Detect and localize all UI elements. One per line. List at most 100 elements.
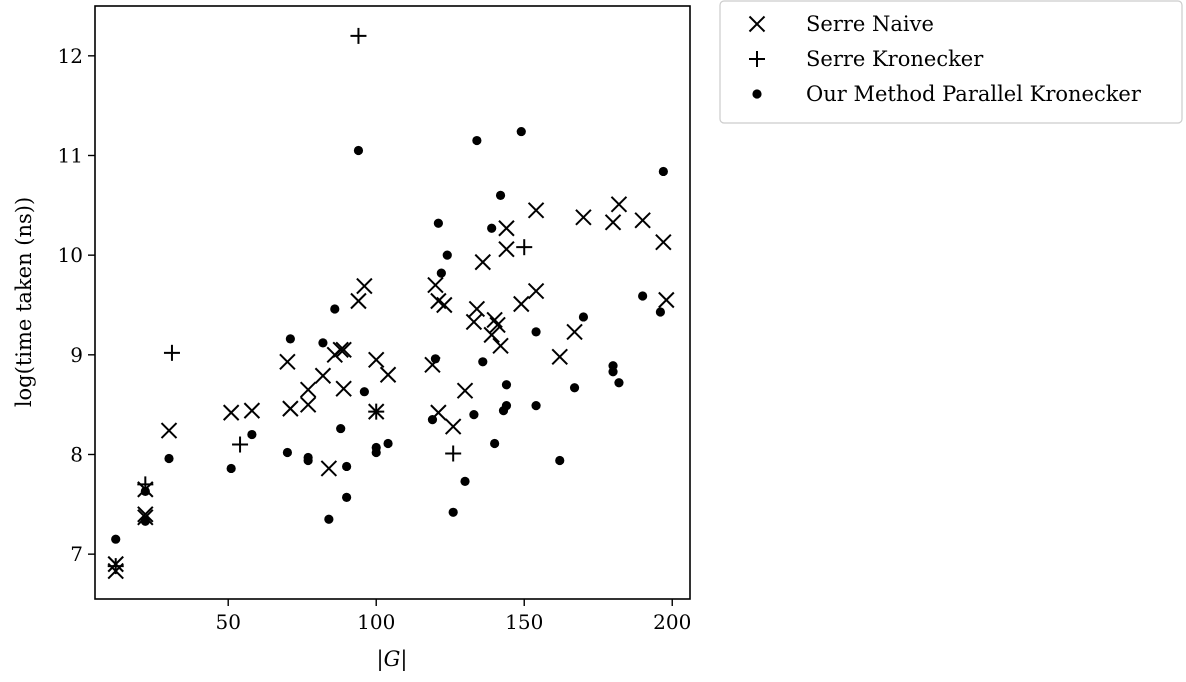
data-point <box>353 145 364 156</box>
data-point <box>516 126 526 137</box>
data-point <box>498 220 515 237</box>
data-point <box>368 351 385 369</box>
data-point <box>433 218 443 228</box>
y-axis-ticks: 7 8 9 10 11 12 <box>58 44 95 566</box>
y-tick-label: 12 <box>58 44 83 68</box>
data-point <box>555 455 565 466</box>
data-point <box>371 447 381 458</box>
legend: Serre Naive Serre Kronecker Our Method Par… <box>719 0 1183 124</box>
series-serre-kronecker <box>107 27 533 575</box>
y-tick-label: 10 <box>58 243 83 267</box>
data-point <box>222 404 240 421</box>
data-point <box>655 233 672 251</box>
data-point <box>655 307 665 317</box>
data-point <box>634 212 651 229</box>
data-point <box>247 429 257 440</box>
data-point <box>359 387 369 397</box>
data-point <box>486 311 503 329</box>
data-point <box>489 316 506 334</box>
data-point <box>320 460 338 477</box>
x-tick-label: 100 <box>357 610 395 634</box>
data-point <box>487 223 497 233</box>
data-point <box>445 445 462 462</box>
data-point <box>513 295 530 313</box>
data-point <box>527 282 545 300</box>
data-point <box>531 401 541 411</box>
data-point <box>608 367 618 377</box>
data-point <box>575 209 592 226</box>
data-point <box>140 516 150 526</box>
data-point <box>303 455 313 466</box>
data-point <box>330 304 340 314</box>
data-point <box>318 338 328 348</box>
data-point <box>140 486 150 496</box>
data-point <box>638 291 648 301</box>
data-point <box>314 367 332 384</box>
data-point <box>282 447 293 458</box>
data-point <box>478 357 488 367</box>
data-point <box>430 354 441 364</box>
data-point <box>336 423 346 434</box>
data-point <box>243 402 261 419</box>
data-point <box>551 348 568 366</box>
data-point <box>285 334 295 344</box>
data-point <box>442 250 452 260</box>
y-tick-label: 7 <box>70 542 83 566</box>
data-point <box>483 326 500 344</box>
data-point <box>427 415 438 425</box>
data-point <box>578 312 589 322</box>
data-point <box>226 463 236 474</box>
data-point <box>332 341 349 359</box>
data-point <box>299 381 317 398</box>
x-tick-label: 200 <box>653 610 691 634</box>
data-point <box>342 461 352 472</box>
data-point <box>137 506 154 523</box>
data-point <box>614 378 624 388</box>
x-axis-label: |G| <box>377 647 408 672</box>
legend-marker <box>752 89 762 99</box>
data-point <box>498 240 515 258</box>
data-point <box>342 492 352 502</box>
data-point <box>469 410 479 420</box>
data-point <box>163 344 180 361</box>
data-point <box>527 202 545 219</box>
data-point <box>427 276 444 294</box>
legend-marker <box>748 15 766 33</box>
data-point <box>335 341 352 359</box>
data-point <box>501 401 512 411</box>
data-point <box>492 337 509 355</box>
data-point <box>516 239 533 256</box>
legend-frame <box>719 0 1183 124</box>
data-point <box>324 514 334 524</box>
legend-label: Serre Kronecker <box>806 47 984 71</box>
data-point <box>379 366 397 383</box>
legend-marker <box>749 51 765 67</box>
data-point <box>164 453 174 464</box>
data-point <box>444 418 462 435</box>
data-point <box>490 438 500 449</box>
data-markers <box>107 27 675 580</box>
plot-frame <box>94 5 691 600</box>
data-point <box>460 476 470 486</box>
data-point <box>658 291 675 309</box>
data-point <box>279 353 296 371</box>
data-point <box>501 380 512 390</box>
y-tick-label: 11 <box>58 143 83 167</box>
data-point <box>356 277 373 295</box>
y-axis-label: log(time taken (ns)) <box>12 197 36 407</box>
series-our-method-parallel-kronecker <box>111 126 668 544</box>
x-tick-label: 50 <box>215 610 240 634</box>
data-point <box>495 190 506 200</box>
y-tick-label: 8 <box>70 442 83 466</box>
data-point <box>456 382 474 399</box>
data-point <box>566 323 583 341</box>
data-point <box>472 135 482 146</box>
plot-area: 50 100 150 200 7 8 9 10 11 12 <box>58 5 691 634</box>
data-point <box>604 214 622 231</box>
data-point <box>350 27 367 44</box>
data-point <box>531 327 541 337</box>
data-point <box>299 396 317 413</box>
data-point <box>658 166 668 177</box>
data-point <box>368 403 385 420</box>
